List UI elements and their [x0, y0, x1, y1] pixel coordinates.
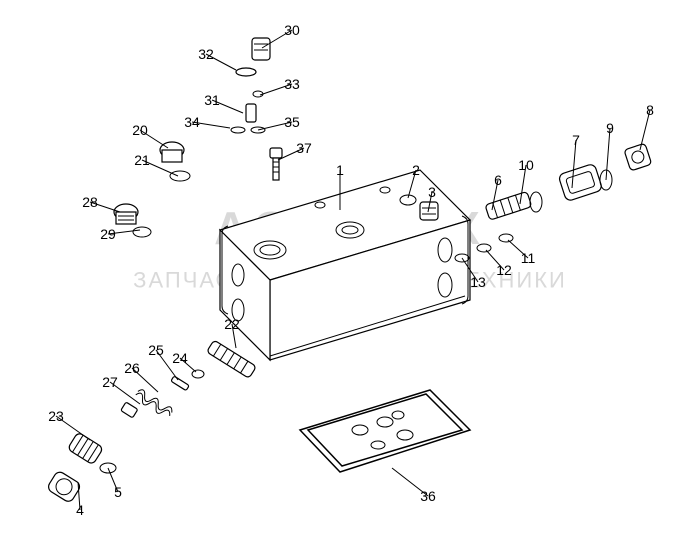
- callout-label: 8: [646, 102, 654, 118]
- callout-label: 32: [198, 46, 214, 62]
- callout-label: 3: [428, 184, 436, 200]
- drawing-layer: [0, 0, 700, 556]
- callout-label: 24: [172, 350, 188, 366]
- callout-label: 29: [100, 226, 116, 242]
- callout-label: 25: [148, 342, 164, 358]
- callout-label: 33: [284, 76, 300, 92]
- callout-label: 28: [82, 194, 98, 210]
- callout-label: 22: [224, 316, 240, 332]
- callout-label: 13: [470, 274, 486, 290]
- callout-label: 5: [114, 484, 122, 500]
- callout-label: 34: [184, 114, 200, 130]
- callout-label: 37: [296, 140, 312, 156]
- part-plug-28: [114, 204, 151, 237]
- callout-label: 35: [284, 114, 300, 130]
- callout-label: 21: [134, 152, 150, 168]
- callout-label: 7: [572, 132, 580, 148]
- callout-label: 12: [496, 262, 512, 278]
- part-gasket: [300, 390, 470, 472]
- callout-label: 27: [102, 374, 118, 390]
- callout-label: 30: [284, 22, 300, 38]
- part-spool-lowerleft: [46, 340, 256, 503]
- callout-label: 9: [606, 120, 614, 136]
- callout-label: 10: [518, 157, 534, 173]
- callout-label: 36: [420, 488, 436, 504]
- callout-label: 20: [132, 122, 148, 138]
- callout-label: 31: [204, 92, 220, 108]
- callout-label: 4: [76, 502, 84, 518]
- callout-label: 11: [521, 250, 536, 266]
- callout-label: 6: [494, 172, 502, 188]
- part-stack-top: [231, 38, 282, 180]
- callout-label: 26: [124, 360, 140, 376]
- callout-label: 23: [48, 408, 64, 424]
- diagram-stage: AGR TEX ЗАП: [0, 0, 700, 556]
- callout-label: 2: [412, 162, 420, 178]
- callout-label: 1: [336, 162, 344, 178]
